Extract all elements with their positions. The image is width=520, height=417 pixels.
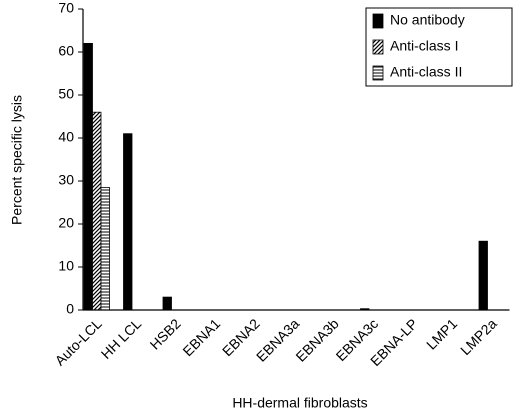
legend-swatch [372, 39, 384, 55]
legend-label: No antibody [390, 12, 465, 28]
y-tick-label: 30 [58, 172, 74, 188]
legend-frame [365, 7, 513, 87]
x-axis-title: HH-dermal fibroblasts [232, 395, 367, 411]
bar [478, 240, 488, 311]
y-tick-label: 20 [58, 215, 74, 231]
bar [162, 296, 172, 311]
legend-swatch [372, 65, 384, 81]
legend-swatch [372, 13, 384, 29]
y-tick-label: 10 [58, 258, 74, 274]
bar [83, 43, 93, 311]
y-tick-label: 60 [58, 43, 74, 59]
y-tick-label: 40 [58, 129, 74, 145]
bar [92, 111, 102, 311]
x-tick-label: HSB2 [147, 315, 184, 352]
bar [100, 187, 110, 311]
bar [123, 133, 133, 311]
x-tick-label: LMP2a [457, 315, 500, 358]
x-tick-label: EBNA3b [292, 315, 341, 364]
y-tick-label: 50 [58, 86, 74, 102]
y-axis-title: Percent specific lysis [9, 95, 25, 225]
x-tick-label: Auto-LCL [52, 315, 105, 368]
y-tick-label: 70 [58, 0, 74, 16]
legend-label: Anti-class II [390, 64, 462, 80]
x-tick-label: LMP1 [423, 315, 460, 352]
x-tick-label: HH LCL [98, 315, 145, 362]
y-tick-label: 0 [66, 301, 74, 317]
legend-label: Anti-class I [390, 38, 458, 54]
x-tick-label: EBNA1 [179, 315, 223, 359]
